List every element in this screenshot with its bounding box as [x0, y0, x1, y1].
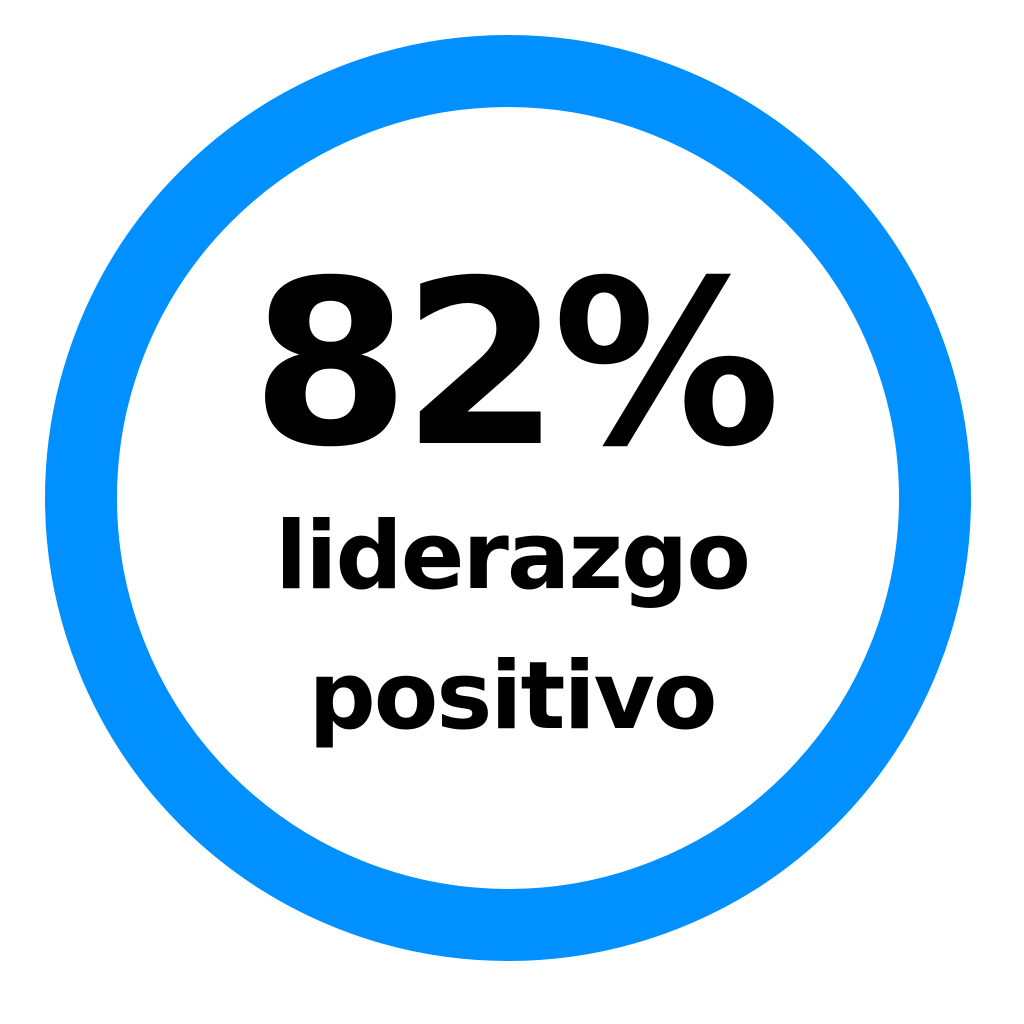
- stat-value: 82%: [251, 231, 781, 497]
- progress-ring: [45, 35, 971, 961]
- stat-label-line2: positivo: [308, 642, 717, 751]
- stat-label-line1: liderazgo: [275, 502, 751, 611]
